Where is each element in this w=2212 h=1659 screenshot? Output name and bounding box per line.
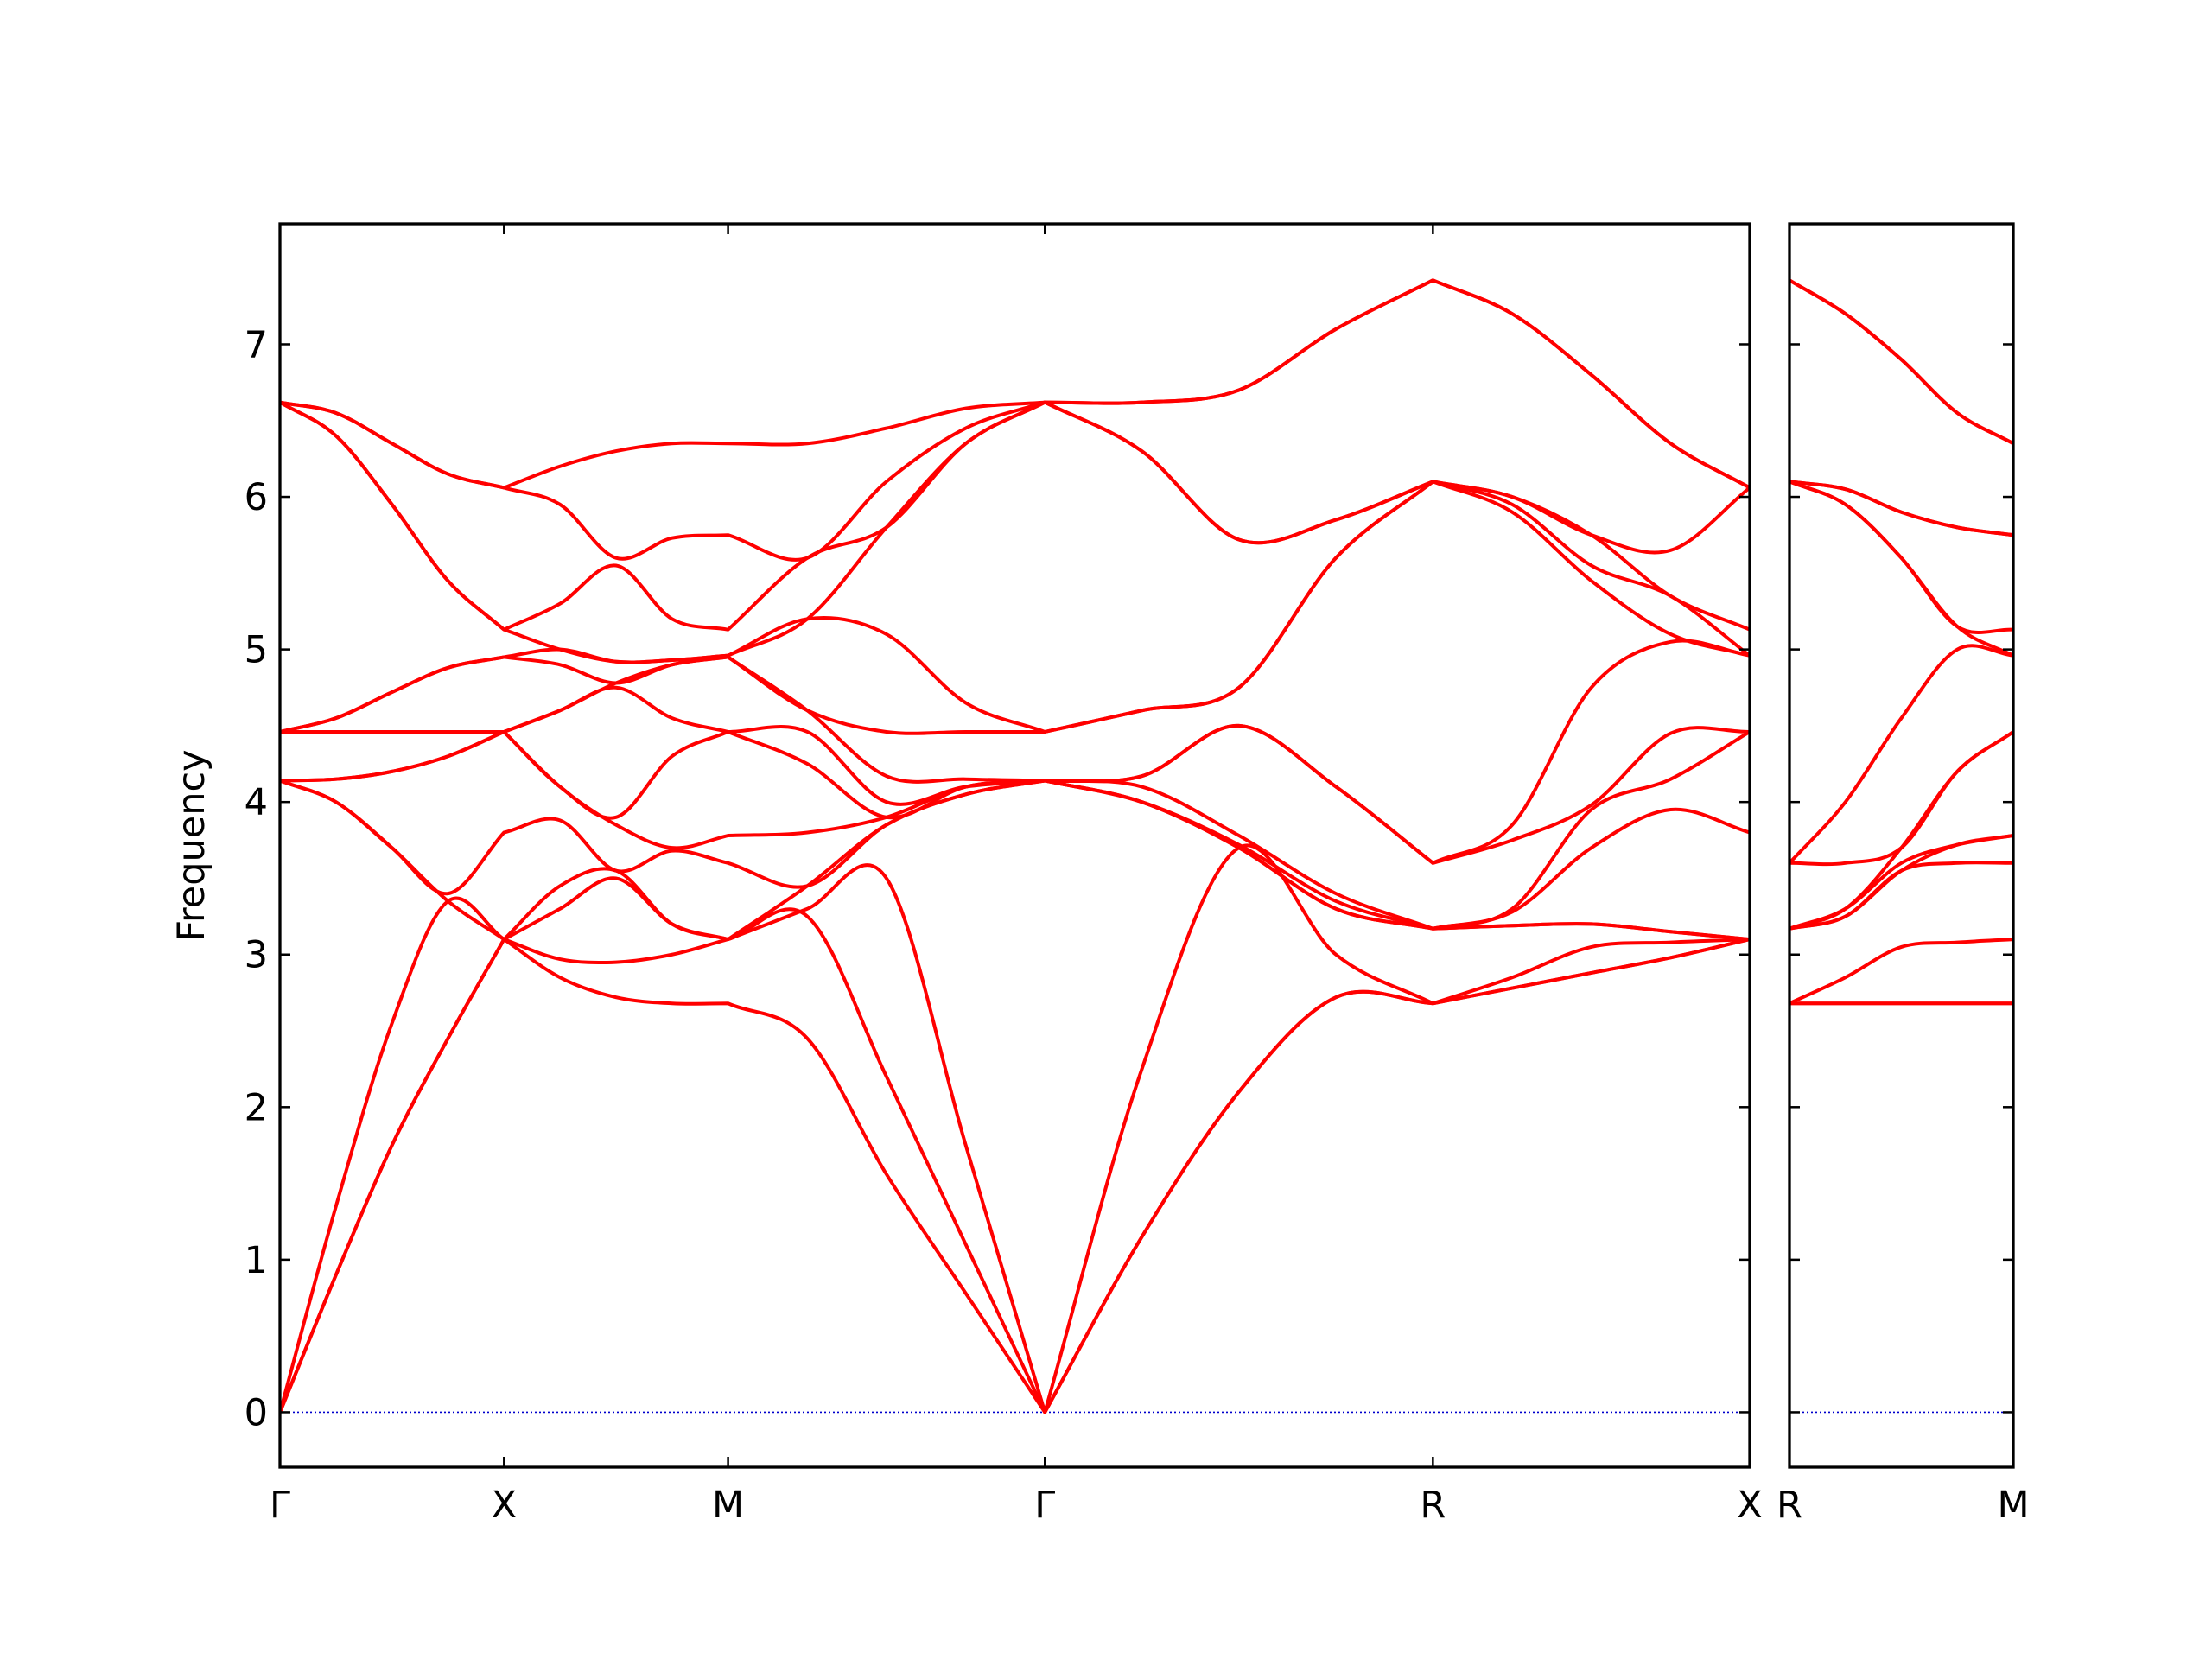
x-tick-label: R <box>1420 1484 1446 1527</box>
y-tick-label: 0 <box>245 1391 268 1434</box>
band-line <box>280 779 1750 942</box>
band-line <box>280 843 1750 1414</box>
x-tick-label: X <box>1737 1484 1762 1527</box>
y-tick-label: 1 <box>245 1239 268 1282</box>
band-line <box>280 480 1750 735</box>
band-line <box>280 938 1750 1414</box>
band-line <box>1789 480 2013 537</box>
band-line <box>280 729 1750 931</box>
band-line <box>1789 480 2013 658</box>
axes-frame <box>278 222 1751 1469</box>
plot-area <box>280 278 1750 1414</box>
x-tick-label: X <box>492 1484 517 1527</box>
band-line <box>280 729 1750 931</box>
y-tick-label: 6 <box>245 476 268 519</box>
y-tick-label: 5 <box>245 629 268 672</box>
band-line <box>1789 938 2013 1006</box>
band-line <box>1789 480 2013 634</box>
band-line <box>280 278 1750 490</box>
y-tick-label: 3 <box>245 934 268 977</box>
band-line <box>280 907 1750 1414</box>
x-tick-label: Γ <box>270 1484 290 1527</box>
y-tick-label: 7 <box>245 323 268 366</box>
y-axis-label: Frequency <box>170 749 213 941</box>
band-line <box>280 779 1750 942</box>
x-tick-label: M <box>1997 1484 2029 1527</box>
band-line <box>1789 730 2013 867</box>
band-line <box>280 400 1750 664</box>
plot-area <box>1789 278 2013 1414</box>
band-line <box>280 278 1750 562</box>
band-line <box>1789 480 2013 537</box>
x-tick-label: M <box>712 1484 744 1527</box>
band-line <box>280 480 1750 734</box>
x-tick-label: R <box>1777 1484 1802 1527</box>
x-tick-label: Γ <box>1034 1484 1055 1527</box>
band-line <box>1789 278 2013 446</box>
band-line <box>1789 644 2013 865</box>
y-tick-label: 4 <box>245 781 268 824</box>
band-line <box>280 639 1750 865</box>
band-line <box>280 400 1750 632</box>
y-tick-label: 2 <box>245 1086 268 1129</box>
axes-frame <box>1788 222 2015 1469</box>
